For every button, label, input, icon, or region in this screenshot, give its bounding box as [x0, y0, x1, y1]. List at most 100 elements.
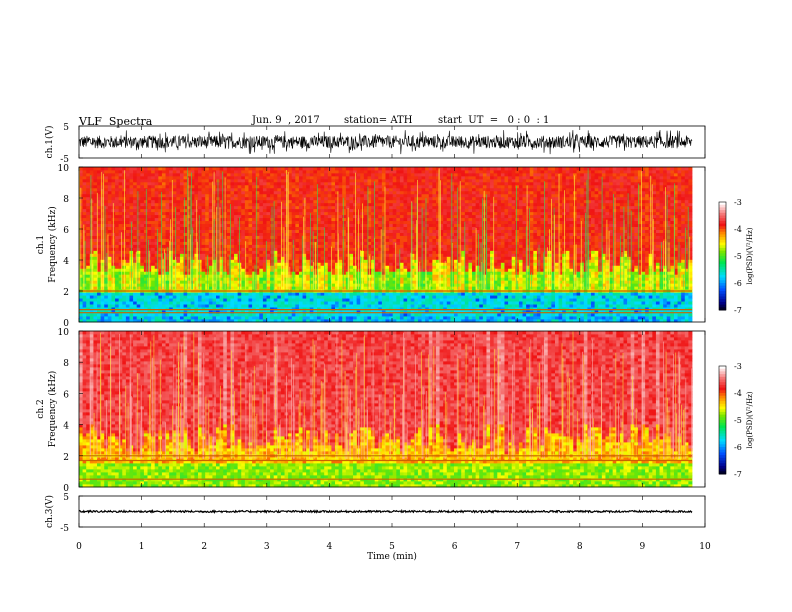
ch2-colorbar-label: log(PSD)(V²/Hz): [746, 391, 754, 448]
ch3-waveform-ytick-label: -5: [60, 524, 69, 534]
ch2-colorbar-segment: [719, 371, 726, 375]
ch1-colorbar-segment: [719, 239, 726, 243]
ch1-colorbar-segment: [719, 242, 726, 246]
chart-title: VLF Spectra: [79, 115, 152, 128]
ch2-colorbar-segment: [719, 387, 726, 391]
ch2-colorbar-segment: [719, 379, 726, 383]
ch1-colorbar-segment: [719, 231, 726, 235]
ch1-colorbar-label: log(PSD)(V²/Hz): [746, 227, 754, 284]
x-tick-label: 6: [452, 542, 458, 552]
ch2-colorbar-segment: [719, 374, 726, 378]
ch2-colorbar-frame: [718, 365, 727, 475]
ch3-waveform-ytick-label: 5: [63, 493, 69, 503]
ch1-colorbar-segment: [719, 288, 726, 292]
ch1-colorbar-segment: [719, 226, 726, 230]
ch1-waveform-series-line: [78, 129, 693, 155]
ch2-ytick-label: 6: [63, 390, 69, 400]
ch1-colorbar-tick-label: -6: [734, 279, 742, 288]
ch1-ytick-label: 6: [63, 226, 69, 236]
ch2-colorbar-segment: [719, 393, 726, 397]
ch1-colorbar-segment: [719, 274, 726, 279]
ch1-colorbar-tick-label: -5: [734, 252, 742, 261]
ch1-ylabel: Frequency (kHz): [47, 206, 58, 283]
ch1-colorbar-segment: [719, 304, 726, 308]
ch1-ytick-label: 0: [63, 319, 69, 329]
x-tick-label: 3: [264, 542, 270, 552]
ch2-colorbar-segment: [719, 471, 726, 475]
ch1-colorbar-segment: [719, 272, 726, 276]
ch1-colorbar-segment: [719, 277, 726, 281]
ch1-colorbar-segment: [719, 269, 726, 273]
ch3-waveform-series-line: [78, 508, 693, 514]
ch2-colorbar-segment: [719, 398, 726, 402]
ch1-colorbar-segment: [719, 204, 726, 208]
ch1-colorbar-segment: [719, 220, 726, 225]
ch1-ytick-label: 8: [63, 195, 69, 205]
ch2-colorbar-tick-label: -7: [734, 470, 742, 479]
ch2-ytick-label: 2: [63, 453, 69, 463]
ch2-colorbar-tick-label: -4: [734, 389, 742, 398]
ch1-colorbar-segment: [719, 256, 726, 260]
ch2-colorbar-segment: [719, 438, 726, 443]
ch2-ytick-label: 4: [63, 422, 69, 432]
ch2-colorbar-segment: [719, 395, 726, 399]
ch1-colorbar-segment: [719, 266, 726, 270]
ch2-colorbar-segment: [719, 444, 726, 448]
ch1-waveform-ytick-label: -5: [60, 155, 69, 165]
x-tick-label: 5: [389, 542, 395, 552]
ch2-colorbar-segment: [719, 368, 726, 372]
ch2-colorbar-segment: [719, 452, 726, 456]
ch1-colorbar-segment: [719, 253, 726, 257]
ch2-colorbar-segment: [719, 430, 726, 434]
ch2-colorbar-tick-label: -5: [734, 416, 742, 425]
ch1-ylabel-channel: ch.1: [36, 235, 46, 254]
ch1-colorbar-segment: [719, 250, 726, 254]
ch2-colorbar-segment: [719, 409, 726, 413]
date-label: Jun. 9 , 2017: [252, 115, 320, 126]
ch1-colorbar-tick-label: -3: [734, 198, 742, 207]
ch2-ylabel: Frequency (kHz): [47, 371, 58, 448]
ch1-colorbar-segment: [719, 280, 726, 284]
ch1-spectrogram: [79, 167, 693, 323]
ch2-ylabel-channel: ch.2: [36, 399, 46, 418]
ch1-colorbar-segment: [719, 283, 726, 287]
ch1-colorbar-segment: [719, 245, 726, 249]
ch1-colorbar-segment: [719, 210, 726, 214]
ch1-colorbar-segment: [719, 261, 726, 265]
ch1-colorbar-segment: [719, 237, 726, 241]
x-tick-label: 0: [76, 542, 82, 552]
ch2-colorbar-segment: [719, 420, 726, 424]
ch1-colorbar-segment: [719, 258, 726, 262]
ch2-colorbar-segment: [719, 465, 726, 470]
x-axis-label: Time (min): [367, 551, 417, 562]
ch3-waveform-ylabel: ch.3(V): [44, 495, 55, 528]
ch2-colorbar-segment: [719, 436, 726, 440]
ch2-colorbar-segment: [719, 382, 726, 386]
ch2-colorbar-segment: [719, 463, 726, 467]
ch1-colorbar-tick-label: -7: [734, 306, 742, 315]
ch2-colorbar-segment: [719, 384, 726, 389]
ch2-colorbar-segment: [719, 455, 726, 459]
x-tick-label: 10: [699, 542, 711, 552]
ch1-colorbar-segment: [719, 264, 726, 268]
ch2-colorbar-segment: [719, 428, 726, 432]
ch1-colorbar-segment: [719, 291, 726, 295]
ch2-spectrogram: [79, 331, 693, 488]
ch1-colorbar-tick-label: -4: [734, 225, 742, 234]
x-tick-label: 4: [327, 542, 333, 552]
x-tick-label: 2: [201, 542, 207, 552]
ch2-colorbar-segment: [719, 460, 726, 464]
ch2-colorbar-segment: [719, 376, 726, 380]
ch2-colorbar-segment: [719, 366, 726, 370]
ch1-ytick-label: 2: [63, 288, 69, 298]
ch1-colorbar-segment: [719, 212, 726, 216]
ch2-colorbar-segment: [719, 422, 726, 426]
ch1-colorbar-segment: [719, 218, 726, 222]
ch2-colorbar-segment: [719, 417, 726, 421]
ch2-colorbar-segment: [719, 468, 726, 472]
ch1-colorbar-segment: [719, 299, 726, 303]
x-tick-label: 1: [139, 542, 145, 552]
ch2-ytick-label: 10: [58, 328, 70, 338]
ch1-colorbar-segment: [719, 301, 726, 306]
ch2-colorbar-segment: [719, 414, 726, 418]
